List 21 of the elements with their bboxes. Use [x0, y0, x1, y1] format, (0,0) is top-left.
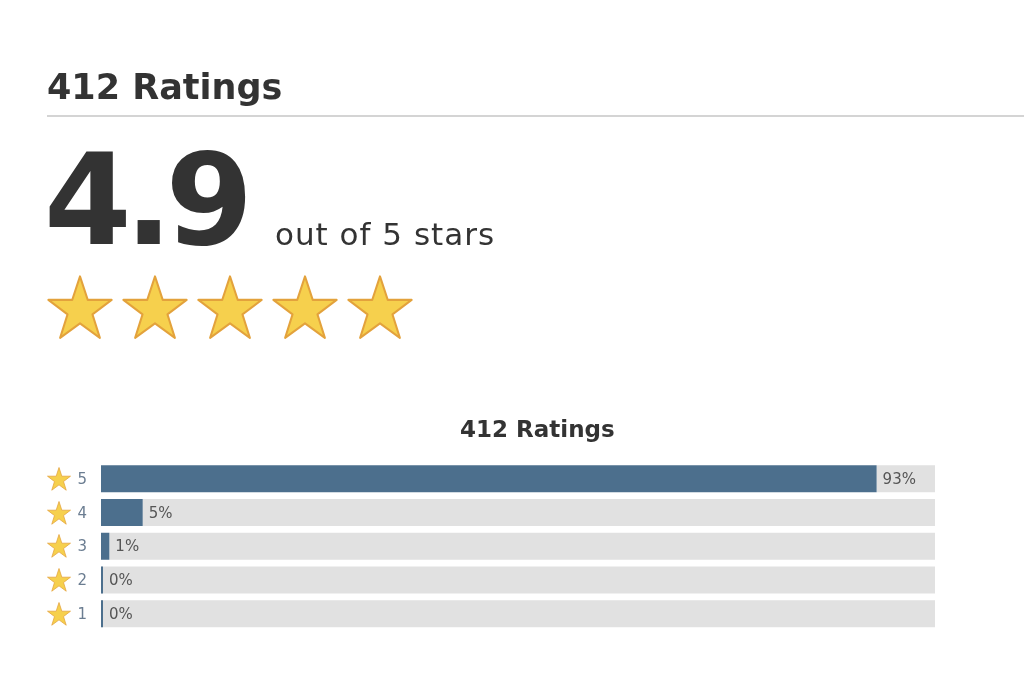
bar: [109, 532, 935, 560]
y-tick-label: 3: [77, 537, 87, 556]
bar: [101, 600, 935, 628]
y-tick-label: 1: [77, 604, 87, 623]
data-label: 93%: [882, 469, 916, 488]
bar: [101, 532, 110, 560]
bar: [142, 499, 935, 527]
bar: [101, 465, 877, 493]
text: out of 5 stars: [275, 216, 496, 252]
text: 412 Ratings: [47, 67, 283, 107]
data-label: 0%: [109, 604, 133, 623]
bar: [101, 566, 935, 594]
text: 4.9: [44, 127, 247, 274]
chart-title: 412 Ratings: [460, 415, 615, 442]
data-label: 0%: [109, 570, 133, 589]
bar: [101, 499, 143, 527]
y-tick-label: 2: [77, 570, 87, 589]
y-tick-label: 5: [77, 469, 87, 488]
data-label: 5%: [148, 503, 173, 522]
y-tick-label: 4: [77, 503, 87, 522]
data-label: 1%: [115, 537, 140, 556]
